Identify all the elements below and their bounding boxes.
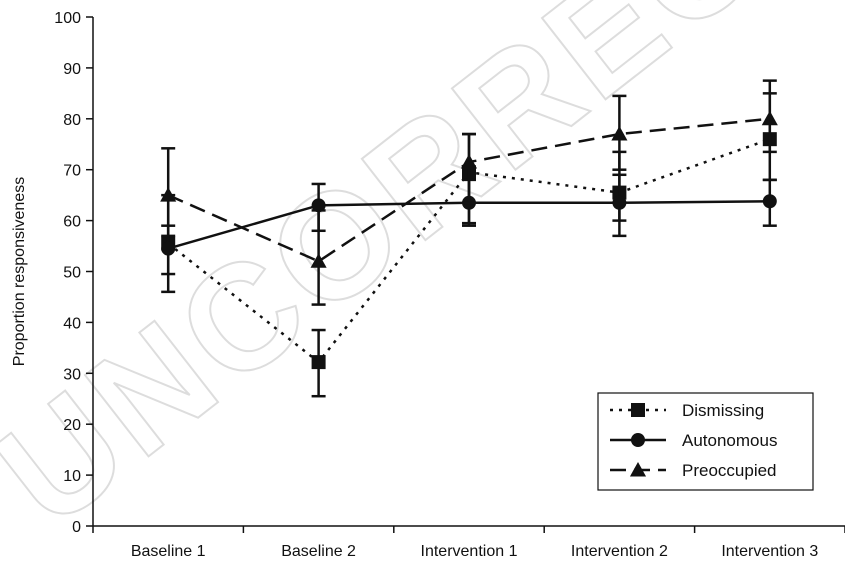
data-point-triangle	[761, 110, 778, 126]
legend-entry-preoccupied: Preoccupied	[610, 461, 777, 480]
x-axis-ticks: Baseline 1 Baseline 2 Intervention 1 Interv…	[92, 526, 845, 560]
y-tick-label: 0	[72, 519, 81, 536]
x-tick-label: Intervention 3	[721, 543, 818, 560]
legend-marker-square	[631, 403, 645, 417]
legend: Dismissing Autonomous Preoccupied	[597, 392, 814, 491]
data-point-triangle	[310, 253, 327, 268]
series-preoccupied	[160, 79, 778, 306]
y-tick-label: 100	[54, 10, 81, 27]
x-tick-label: Baseline 2	[281, 543, 356, 560]
y-tick-label: 60	[63, 214, 81, 231]
y-tick-label: 50	[63, 265, 81, 282]
legend-label: Preoccupied	[682, 461, 777, 480]
y-tick-label: 40	[63, 315, 81, 332]
data-point-triangle	[460, 154, 478, 169]
x-tick-label: Intervention 2	[571, 543, 668, 560]
legend-entry-dismissing: Dismissing	[610, 401, 764, 420]
data-point-circle	[762, 194, 777, 209]
y-axis-label: Proportion responsiveness	[11, 177, 28, 366]
data-point-circle	[161, 241, 176, 256]
legend-marker-triangle	[629, 461, 647, 477]
y-tick-label: 30	[63, 366, 81, 383]
y-tick-label: 10	[63, 468, 81, 485]
data-point-square	[311, 355, 326, 370]
data-point-circle	[311, 198, 326, 213]
legend-label: Dismissing	[682, 401, 764, 420]
x-tick-label: Baseline 1	[131, 543, 206, 560]
y-tick-label: 80	[63, 112, 81, 129]
y-tick-label: 70	[63, 163, 81, 180]
legend-marker-circle	[631, 433, 645, 447]
legend-label: Autonomous	[682, 431, 777, 450]
data-point-circle	[612, 195, 627, 210]
y-tick-label: 20	[63, 417, 81, 434]
x-tick-label: Intervention 1	[421, 543, 518, 560]
data-point-triangle	[160, 187, 177, 202]
legend-entry-autonomous: Autonomous	[610, 431, 777, 450]
y-tick-label: 90	[63, 61, 81, 78]
y-axis-ticks: 0 10 20 30 40 50 60 70 80 90 100	[54, 10, 93, 536]
data-point-triangle	[611, 126, 628, 141]
plot-area	[160, 79, 778, 398]
